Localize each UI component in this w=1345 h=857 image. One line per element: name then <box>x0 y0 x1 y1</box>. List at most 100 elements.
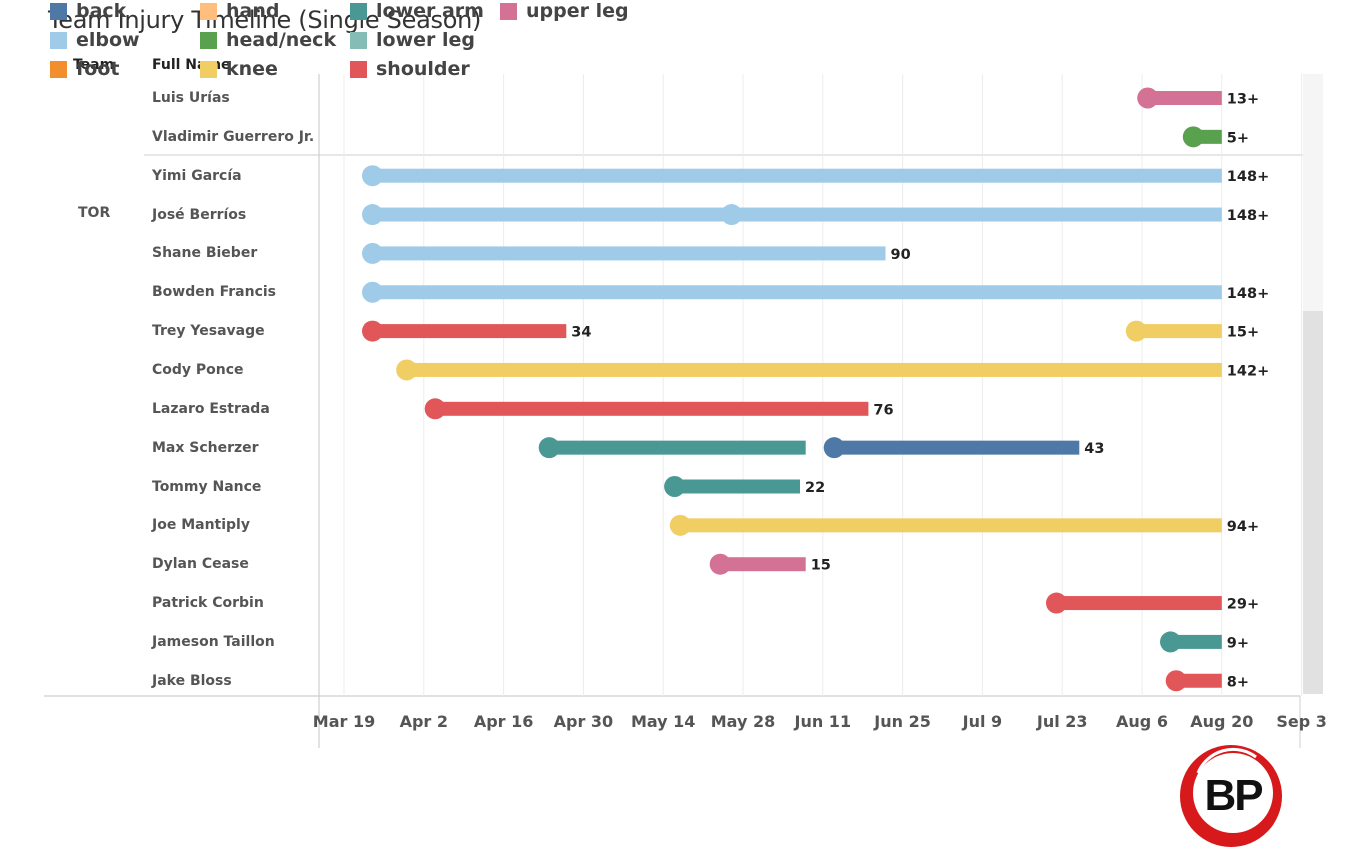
injury-start-dot <box>1182 126 1204 148</box>
x-tick-label: Mar 19 <box>313 712 375 731</box>
bp-logo-icon: BP <box>1180 745 1282 847</box>
legend-swatch <box>50 31 67 49</box>
injury-start-dot <box>362 242 383 264</box>
injury-bar <box>549 440 806 455</box>
injury-bar <box>1170 634 1222 649</box>
x-tick-label: Apr 30 <box>554 712 614 731</box>
legend-swatch <box>500 2 517 20</box>
player-name: Max Scherzer <box>152 439 259 456</box>
injury-bar <box>406 362 1222 377</box>
chart-title: Team Injury Timeline (Single Season) <box>48 6 482 34</box>
injury-duration-label: 142+ <box>1227 363 1269 379</box>
legend-label: back <box>76 0 127 22</box>
legend-item: back <box>50 0 126 22</box>
bp-logo: BP <box>1178 743 1284 849</box>
legend-label: lower arm <box>376 0 484 22</box>
player-name: Tommy Nance <box>152 478 262 495</box>
injury-bar <box>372 246 886 261</box>
legend-item: hand <box>200 0 279 22</box>
injury-bar <box>834 440 1080 455</box>
legend-swatch <box>200 2 217 20</box>
legend-label: foot <box>76 58 120 80</box>
vertical-scrollbar[interactable] <box>1303 74 1323 694</box>
legend-label: hand <box>226 0 280 22</box>
legend-swatch <box>200 60 217 78</box>
injury-start-dot <box>669 514 691 536</box>
legend-swatch <box>200 31 217 49</box>
injury-bar <box>680 518 1222 533</box>
x-tick-label: Aug 20 <box>1190 712 1253 731</box>
player-name: Bowden Francis <box>152 284 276 301</box>
injury-bar <box>1176 673 1222 688</box>
legend-item: elbow <box>50 29 140 51</box>
legend-label: elbow <box>76 29 140 51</box>
legend-swatch <box>350 60 367 78</box>
injury-start-dot <box>396 359 418 381</box>
player-name: Yimi García <box>152 167 242 184</box>
injury-bar <box>720 557 806 572</box>
injury-start-dot <box>664 476 686 497</box>
injury-start-dot <box>362 281 383 303</box>
legend-label: head/neck <box>226 29 337 51</box>
injury-duration-label: 15+ <box>1227 325 1259 341</box>
legend-item: shoulder <box>350 58 470 80</box>
x-tick-label: Sep 3 <box>1276 712 1327 731</box>
legend-label: lower leg <box>376 29 475 51</box>
player-name: Vladimir Guerrero Jr. <box>152 128 315 145</box>
injury-duration-label: 29+ <box>1227 597 1259 613</box>
player-name: Cody Ponce <box>152 361 244 378</box>
x-tick-label: Jun 25 <box>873 712 931 731</box>
injury-start-dot <box>362 320 383 342</box>
injury-bar <box>1147 91 1222 105</box>
player-name: Luis Urías <box>152 90 230 106</box>
injury-bar <box>674 479 800 494</box>
scrollbar-thumb[interactable] <box>1303 311 1323 694</box>
legend-item: head/neck <box>200 29 336 51</box>
injury-duration-label: 76 <box>873 402 893 418</box>
injury-start-dot <box>362 165 383 187</box>
x-tick-label: Jul 9 <box>962 712 1003 731</box>
legend-swatch <box>350 31 367 49</box>
injury-bar <box>435 401 869 416</box>
player-name: Shane Bieber <box>152 245 258 262</box>
injury-duration-label: 90 <box>891 247 911 263</box>
player-name: Jake Bloss <box>152 672 232 689</box>
injury-start-dot <box>1125 320 1147 342</box>
legend-swatch <box>350 2 367 20</box>
team-label-tor: TOR <box>78 205 111 221</box>
injury-start-dot <box>362 204 383 226</box>
injury-duration-label: 8+ <box>1227 674 1249 690</box>
legend-item: upper leg <box>500 0 629 22</box>
legend-label: knee <box>226 58 278 80</box>
x-tick-label: Apr 16 <box>474 712 534 731</box>
legend-swatch <box>50 60 67 78</box>
x-tick-label: Apr 2 <box>400 712 448 731</box>
injury-bar <box>372 207 1222 222</box>
injury-duration-label: 9+ <box>1227 635 1249 651</box>
injury-duration-label: 13+ <box>1227 92 1259 108</box>
legend-item: foot <box>50 58 119 80</box>
legend-swatch <box>50 2 67 20</box>
injury-bar <box>1136 324 1222 339</box>
injury-duration-label: 94+ <box>1227 519 1259 535</box>
injury-bar <box>1056 596 1222 611</box>
injury-start-dot <box>1160 631 1181 653</box>
injury-duration-label: 22 <box>805 480 825 496</box>
legend-item: lower arm <box>350 0 484 22</box>
x-tick-label: Jun 11 <box>794 712 852 731</box>
player-name: Joe Mantiply <box>152 517 250 534</box>
player-name: Jameson Taillon <box>152 633 275 650</box>
injury-start-dot <box>709 553 731 575</box>
legend-item: lower leg <box>350 29 475 51</box>
injury-start-dot <box>721 204 743 226</box>
injury-duration-label: 43 <box>1084 441 1104 457</box>
player-name: Patrick Corbin <box>152 595 264 612</box>
player-name: Trey Yesavage <box>152 323 265 340</box>
x-tick-label: Jul 23 <box>1036 712 1088 731</box>
bp-logo-text: BP <box>1204 771 1262 820</box>
injury-duration-label: 34 <box>571 325 591 341</box>
injury-duration-label: 15 <box>811 558 831 574</box>
player-name: Dylan Cease <box>152 556 249 573</box>
x-tick-label: May 28 <box>711 712 776 731</box>
injury-start-dot <box>823 437 845 459</box>
